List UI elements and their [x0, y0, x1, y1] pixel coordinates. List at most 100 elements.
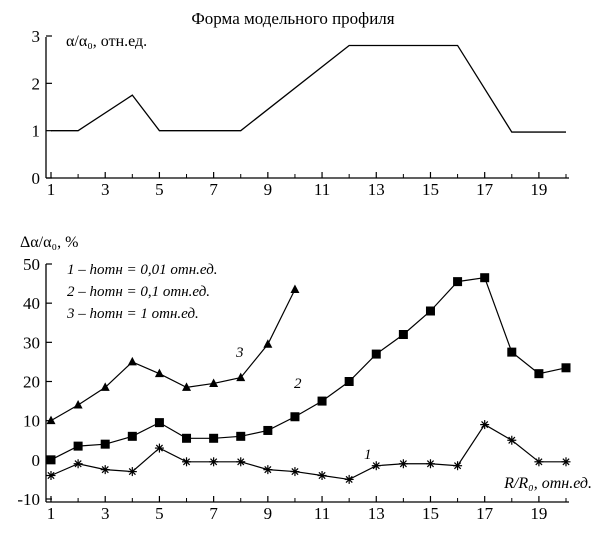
top-chart-x-ticks: 1 3 5 7 9 11 13 15 17 19	[47, 172, 567, 199]
series-2-marker	[453, 277, 463, 287]
series-3-line	[50, 289, 296, 422]
series-2-marker	[317, 396, 327, 406]
bottom-chart-y-tick-label: 20	[23, 373, 40, 392]
bottom-chart-xlabel: R/R₀, отн.ед.	[503, 475, 592, 492]
profile-line	[51, 44, 566, 133]
top-chart-x-tick-label: 17	[476, 180, 494, 199]
series-1-marker	[73, 459, 83, 469]
series-1-marker	[236, 457, 246, 467]
bottom-chart-y-ticks: -10 0 10 20 30 40 50	[17, 255, 52, 509]
top-chart-x-tick-label: 5	[155, 180, 164, 199]
series-2-marker	[263, 425, 273, 435]
series-1-marker	[453, 461, 463, 471]
top-chart-ylabel: α/α₀, отн.ед.	[66, 33, 147, 50]
series-1-marker	[371, 461, 381, 471]
top-chart-x-tick-label: 1	[47, 180, 56, 199]
top-chart-series	[51, 44, 566, 133]
top-chart-y-tick-label: 1	[32, 122, 41, 141]
top-chart-x-tick-label: 13	[368, 180, 385, 199]
series-label-1: 1	[364, 447, 372, 463]
series-1-marker	[46, 471, 56, 480]
bottom-chart-x-tick-label: 3	[101, 504, 110, 523]
bottom-chart-x-tick-label: 7	[209, 504, 218, 523]
legend: 1 – hотн = 0,01 отн.ед. 2 – hотн = 0,1 о…	[66, 262, 218, 322]
top-chart-x-tick-label: 15	[422, 180, 439, 199]
series-2-line	[50, 277, 567, 461]
bottom-chart-y-tick-label: 10	[23, 412, 40, 431]
bottom-chart-x-tick-label: 15	[422, 504, 439, 523]
series-2-marker	[209, 433, 219, 443]
series-1-marker	[209, 457, 219, 467]
top-chart-y-tick-label: 2	[32, 74, 41, 93]
series-3-marker	[154, 368, 164, 378]
legend-entry-2: 2 – hотн = 0,1 отн.ед.	[67, 284, 210, 300]
top-chart-x-tick-label: 3	[101, 180, 110, 199]
series-1-marker	[398, 459, 408, 469]
bottom-chart-x-tick-label: 13	[368, 504, 385, 523]
bottom-chart-x-tick-label: 11	[314, 504, 330, 523]
series-2-marker	[100, 439, 110, 449]
top-chart-title: Форма модельного профиля	[191, 9, 394, 28]
series-1-marker	[154, 443, 164, 453]
series-1-marker	[317, 471, 327, 480]
legend-entry-1: 1 – hотн = 0,01 отн.ед.	[67, 262, 218, 278]
series-3-marker	[209, 378, 219, 387]
bottom-chart-x-tick-label: 9	[264, 504, 273, 523]
series-3-marker	[100, 382, 110, 391]
top-chart-y-tick-label: 3	[32, 27, 41, 46]
series-2-marker	[425, 306, 435, 316]
bottom-chart-x-tick-label: 19	[530, 504, 547, 523]
top-chart-y-ticks: 0 1 2 3	[32, 27, 52, 188]
series-label-3: 3	[235, 345, 244, 361]
top-chart-x-tick-label: 11	[314, 180, 330, 199]
series-3-marker	[263, 339, 273, 348]
series-1-marker	[100, 465, 110, 475]
bottom-chart-x-tick-label: 17	[476, 504, 494, 523]
series-1-marker	[561, 457, 571, 467]
bottom-chart-x-tick-label: 5	[155, 504, 164, 523]
series-3-marker	[127, 356, 137, 366]
series-2-marker	[73, 441, 83, 451]
series-label-2: 2	[294, 376, 302, 392]
series-2-marker	[507, 347, 517, 357]
series-3-marker	[290, 284, 300, 293]
series-2-marker	[46, 455, 56, 465]
top-chart-x-tick-label: 9	[264, 180, 273, 199]
series-1-marker	[263, 465, 273, 475]
series-2-marker	[371, 349, 381, 359]
bottom-chart-y-tick-label: -10	[17, 490, 40, 509]
series-1-marker	[534, 457, 544, 467]
top-chart: Форма модельного профиля α/α₀, отн.ед. 0…	[32, 9, 569, 199]
bottom-chart-series	[46, 273, 571, 484]
top-chart-x-tick-label: 7	[209, 180, 218, 199]
series-1-marker	[507, 435, 517, 445]
series-2-marker	[344, 377, 354, 386]
series-2-marker	[480, 273, 490, 283]
bottom-chart-x-tick-label: 1	[47, 504, 56, 523]
series-2-marker	[398, 330, 408, 339]
series-3-marker	[182, 382, 192, 391]
series-2-marker	[534, 369, 544, 379]
series-1-marker	[480, 420, 490, 430]
series-3-marker	[236, 372, 246, 382]
bottom-chart-y-tick-label: 40	[23, 294, 40, 313]
series-2-marker	[154, 418, 164, 428]
series-1-marker	[127, 467, 137, 477]
series-3-marker	[73, 400, 83, 409]
bottom-chart-y-tick-label: 50	[23, 255, 40, 274]
legend-entry-3: 3 – hотн = 1 отн.ед.	[66, 306, 199, 322]
series-1-marker	[344, 474, 354, 484]
series-2-marker	[290, 412, 300, 422]
series-2-marker	[127, 431, 137, 441]
series-1-marker	[182, 457, 192, 467]
bottom-chart-ylabel: Δα/α₀, %	[20, 234, 78, 251]
series-1-marker	[290, 467, 300, 477]
bottom-chart-y-tick-label: 30	[23, 333, 40, 352]
bottom-chart-y-tick-label: 0	[32, 451, 41, 470]
top-chart-y-tick-label: 0	[32, 169, 41, 188]
top-chart-x-tick-label: 19	[530, 180, 547, 199]
series-1-marker	[425, 459, 435, 469]
series-2-marker	[182, 433, 192, 443]
